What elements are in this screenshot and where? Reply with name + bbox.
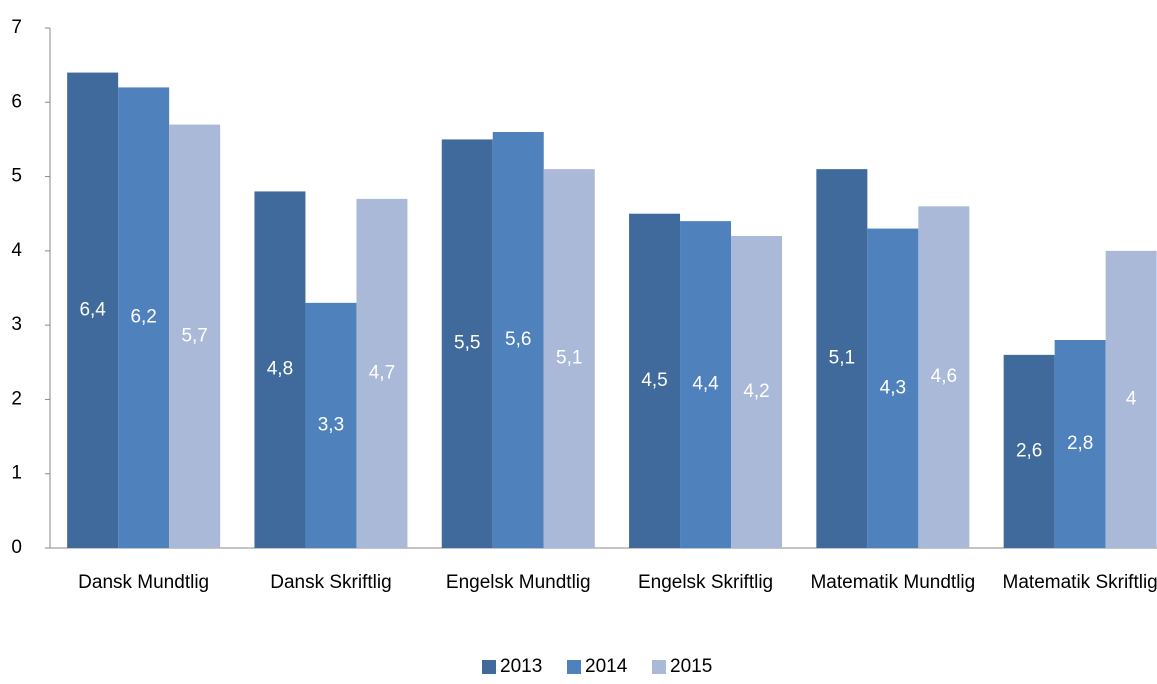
bar	[118, 87, 170, 548]
legend-swatch	[482, 660, 496, 674]
data-label: 2,8	[1067, 433, 1093, 454]
y-tick-label: 5	[11, 166, 22, 187]
data-label: 4,5	[641, 370, 667, 391]
x-tick-label: Engelsk Mundtlig	[445, 572, 591, 593]
bar	[867, 228, 919, 549]
y-tick-label: 1	[11, 463, 22, 484]
data-label: 4,6	[931, 366, 957, 387]
legend-label: 2014	[585, 656, 628, 677]
x-tick-label: Matematik Skriftlig	[1002, 572, 1157, 593]
data-label: 4,4	[692, 374, 719, 395]
data-label: 4,8	[267, 359, 293, 380]
bar	[680, 221, 732, 548]
data-label: 5,7	[181, 325, 207, 346]
x-tick-label: Engelsk Skriftlig	[637, 572, 774, 593]
data-label: 3,3	[318, 414, 344, 435]
bar	[169, 124, 221, 549]
y-tick-label: 7	[11, 17, 22, 38]
bar	[254, 191, 306, 548]
legend-swatch	[567, 660, 581, 674]
data-label: 4,7	[369, 362, 395, 383]
x-tick-label: Dansk Mundtlig	[78, 572, 210, 593]
data-label: 6,4	[79, 299, 106, 320]
legend-swatch	[652, 660, 666, 674]
bar	[918, 206, 970, 549]
bar	[1003, 354, 1055, 548]
data-label: 5,5	[454, 333, 480, 354]
bar	[543, 169, 595, 548]
bar	[492, 132, 544, 548]
bar	[67, 72, 119, 549]
bar	[305, 302, 357, 548]
y-tick-label: 3	[11, 314, 22, 335]
legend-label: 2015	[670, 656, 712, 677]
data-label: 4,3	[880, 377, 906, 398]
bar	[356, 198, 408, 548]
data-label: 4	[1126, 388, 1137, 409]
data-label: 5,6	[505, 329, 531, 350]
bar	[816, 169, 868, 548]
x-tick-label: Matematik Mundtlig	[810, 572, 976, 593]
y-tick-label: 6	[11, 91, 22, 112]
y-tick-label: 2	[11, 388, 22, 409]
y-tick-label: 0	[11, 537, 22, 558]
y-tick-label: 4	[11, 240, 22, 261]
bar	[731, 236, 783, 548]
bar	[441, 139, 493, 548]
data-label: 4,2	[743, 381, 769, 402]
data-label: 5,1	[556, 348, 582, 369]
legend-label: 2013	[500, 656, 542, 677]
x-tick-label: Dansk Skriftlig	[270, 572, 392, 593]
data-label: 6,2	[130, 307, 156, 328]
data-label: 5,1	[829, 348, 855, 369]
bar	[1105, 250, 1157, 548]
bar	[629, 213, 681, 548]
data-label: 2,6	[1016, 440, 1042, 461]
bar	[1054, 340, 1106, 548]
